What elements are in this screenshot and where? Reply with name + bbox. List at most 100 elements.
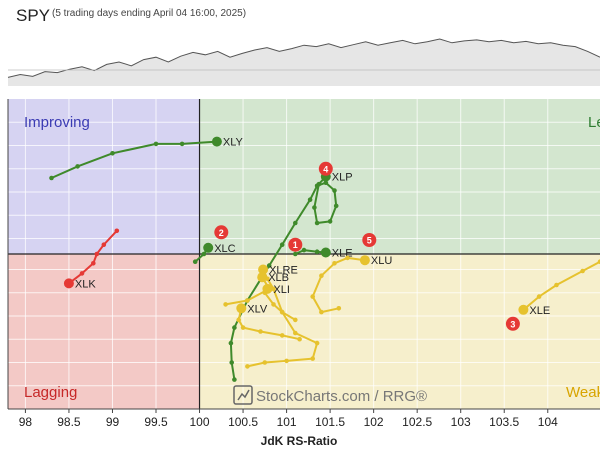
badge-4: 4	[318, 161, 333, 176]
series-point	[597, 259, 600, 264]
series-point	[554, 282, 559, 288]
series-point	[314, 340, 320, 346]
series-label: XLU	[371, 255, 392, 267]
badge-number: 2	[219, 228, 224, 238]
x-tick-label: 98	[19, 415, 33, 429]
series-point	[333, 203, 339, 209]
x-axis-ticks: 98 98.5 99 99.5 100 100.5 101 101.5 102 102.5 103 1…	[19, 409, 558, 429]
series-point	[101, 242, 107, 247]
x-tick-label: 104	[538, 415, 558, 429]
axis-lines	[7, 99, 600, 410]
series-point	[310, 294, 316, 299]
x-tick-label: 103.5	[489, 415, 519, 429]
series-xlv: XLV	[236, 303, 302, 342]
series-point	[245, 298, 250, 303]
badge-circle	[318, 161, 333, 176]
watermark-text: StockCharts.com / RRG®	[256, 388, 427, 405]
series-point	[316, 181, 322, 187]
series-xlu: XLU	[310, 255, 392, 315]
quadrant-label-lagging: Lagging	[24, 384, 77, 401]
series-head-point	[359, 255, 370, 266]
series-point	[262, 360, 268, 365]
chart-symbol: SPY	[16, 6, 50, 25]
series-point	[332, 188, 337, 193]
series-point	[293, 251, 298, 257]
series-point	[223, 302, 228, 307]
stockcharts-logo-icon	[233, 385, 253, 405]
quadrant-backgrounds	[8, 99, 600, 409]
series-label: XLC	[214, 243, 235, 255]
series-point	[293, 330, 298, 336]
series-point	[236, 317, 241, 323]
series-xlk: XLK	[63, 228, 120, 290]
series-point	[327, 219, 333, 224]
series-point	[345, 255, 350, 261]
x-tick-label: 99.5	[144, 415, 168, 429]
series-point	[332, 261, 337, 266]
series-point	[232, 377, 237, 382]
quadrant-label-weakening: Weak	[566, 384, 600, 401]
watermark: StockCharts.com / RRG®	[233, 385, 427, 405]
series-point	[94, 251, 100, 257]
series-xlp: XLP	[228, 171, 353, 382]
series-point	[49, 175, 54, 181]
series-point	[580, 268, 585, 274]
series-point	[536, 294, 542, 299]
series-label: XLV	[247, 303, 268, 315]
series-point	[297, 336, 302, 342]
badge-number: 5	[367, 236, 372, 246]
series-point	[114, 228, 120, 234]
stockcharts-logo-mark-icon	[237, 389, 250, 401]
series-head-point	[262, 283, 273, 294]
series-point	[79, 271, 85, 276]
series-xly: XLY	[49, 136, 244, 181]
series-point	[319, 309, 324, 315]
x-tick-label: 103	[451, 415, 471, 429]
series-point	[153, 141, 159, 147]
x-tick-label: 102	[364, 415, 384, 429]
badge-number: 4	[323, 164, 328, 174]
quadrant-lagging	[8, 254, 200, 409]
x-tick-label: 99	[106, 415, 120, 429]
series-point	[266, 263, 272, 268]
quadrant-leading	[199, 99, 600, 254]
series-label: XLRE	[269, 265, 298, 277]
series-point	[293, 317, 298, 323]
quadrant-improving	[8, 99, 200, 254]
series-xli: XLI	[262, 283, 298, 323]
series-head-point	[320, 247, 331, 258]
badge-5: 5	[362, 233, 377, 247]
series-point	[271, 286, 276, 292]
series-point	[279, 309, 285, 315]
series-tail	[246, 268, 319, 368]
series-point	[314, 249, 320, 254]
x-tick-label: 101	[277, 415, 297, 429]
series-label: XLY	[223, 137, 244, 149]
series-point	[232, 325, 237, 330]
series-head-point	[203, 242, 214, 253]
series-point	[323, 180, 329, 185]
badge-circle	[214, 225, 229, 240]
series-label: XLI	[273, 284, 290, 296]
series-xle: XLE	[518, 259, 600, 317]
chart-subtitle: (5 trading days ending April 04 16:00, 2…	[52, 8, 246, 19]
series-label: XLK	[75, 278, 96, 290]
badge-circle	[362, 233, 377, 247]
series-point	[228, 340, 234, 346]
badge-circle	[288, 237, 303, 252]
quadrant-label-improving: Improving	[24, 114, 90, 131]
series-point	[229, 360, 234, 365]
x-tick-label: 100	[189, 415, 209, 429]
quadrant-label-leading: Le	[588, 114, 600, 131]
x-tick-label: 101.5	[315, 415, 345, 429]
badge-2: 2	[214, 225, 229, 240]
series-head-point	[518, 304, 529, 315]
series-point	[312, 205, 317, 210]
series-point	[192, 259, 198, 265]
series-point	[245, 364, 250, 369]
series-head-point	[258, 264, 269, 275]
badge-circle	[505, 316, 520, 331]
series-label: XLP	[332, 172, 353, 184]
series-point	[293, 220, 298, 226]
